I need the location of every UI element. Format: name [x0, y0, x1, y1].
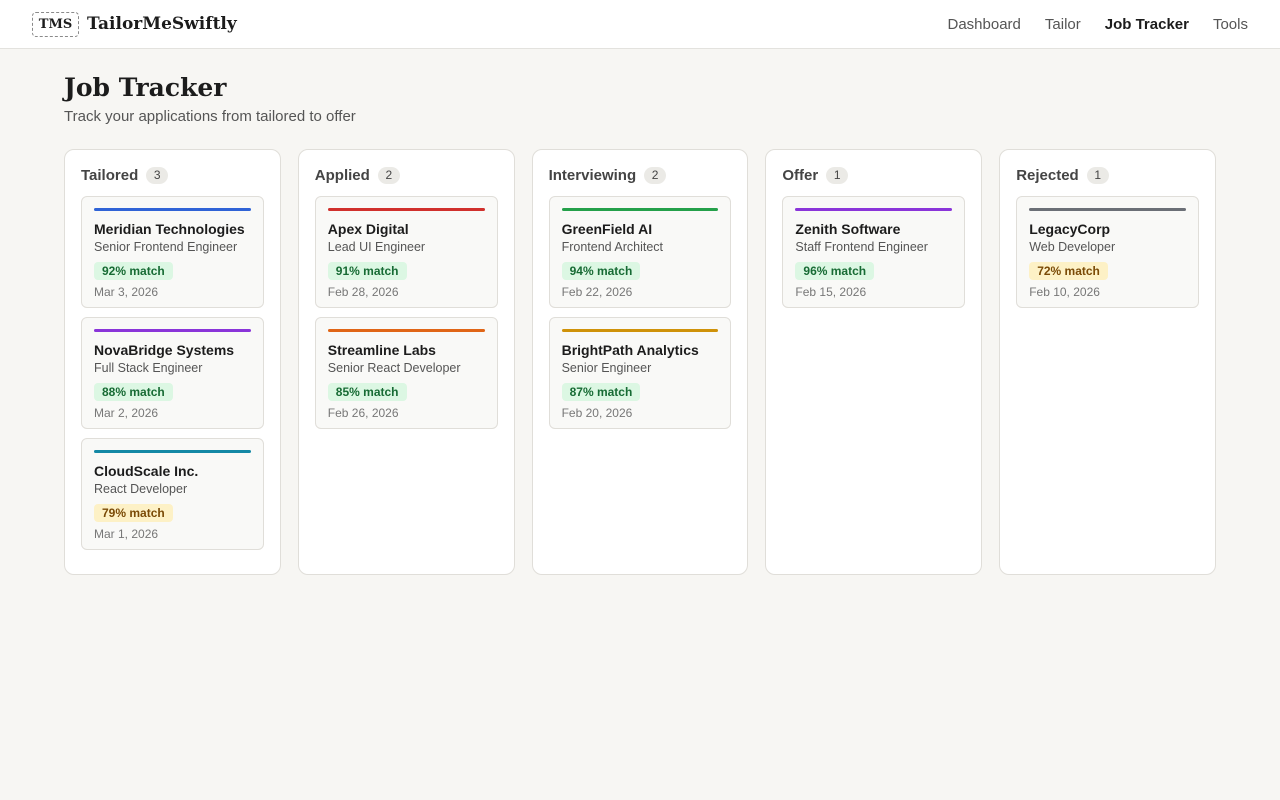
card-color-bar: [1029, 208, 1186, 211]
column-count-badge: 1: [1086, 166, 1109, 184]
brand-name: TailorMeSwiftly: [87, 14, 237, 34]
column-count-badge: 2: [644, 166, 667, 184]
nav-link-job-tracker[interactable]: Job Tracker: [1104, 15, 1189, 33]
card-color-bar: [327, 208, 485, 211]
page-subtitle: Track your applications from tailored to…: [64, 108, 356, 125]
job-card[interactable]: Zenith Software Staff Frontend Engineer 96…: [782, 196, 966, 308]
column-header: Offer 1: [782, 166, 965, 184]
match-badge: 94% match: [561, 262, 641, 280]
brand[interactable]: TMS TailorMeSwiftly: [32, 11, 237, 37]
column-tailored: Tailored 3 Meridian Technologies Senior Fro…: [64, 149, 281, 575]
card-company: Streamline Labs: [327, 342, 436, 358]
match-badge: 85% match: [327, 383, 407, 401]
card-role: Full Stack Engineer: [94, 361, 203, 375]
kanban-board: Tailored 3 Meridian Technologies Senior Fro…: [64, 149, 1216, 575]
match-badge: 87% match: [561, 383, 641, 401]
column-title: Rejected: [1016, 166, 1079, 184]
job-card[interactable]: Streamline Labs Senior React Developer 85%…: [314, 317, 498, 429]
column-interviewing: Interviewing 2 GreenField AI Frontend Archi…: [531, 149, 749, 575]
card-date: Feb 20, 2026: [561, 406, 633, 420]
column-offer: Offer 1 Zenith Software Staff Frontend Engi…: [765, 149, 983, 575]
card-role: Web Developer: [1029, 240, 1116, 254]
column-title: Interviewing: [548, 166, 637, 184]
card-date: Feb 26, 2026: [327, 406, 399, 420]
card-company: Apex Digital: [327, 221, 409, 237]
card-date: Mar 2, 2026: [94, 406, 159, 420]
card-date: Feb 22, 2026: [561, 285, 633, 299]
card-company: LegacyCorp: [1029, 221, 1111, 237]
card-color-bar: [94, 329, 251, 332]
column-applied: Applied 2 Apex Digital Lead UI Engineer 91% …: [297, 149, 515, 575]
top-navbar: TMS TailorMeSwiftly Dashboard Tailor Job…: [0, 0, 1280, 49]
main-nav: Dashboard Tailor Job Tracker Tools: [948, 16, 1249, 33]
card-color-bar: [561, 329, 719, 332]
card-company: GreenField AI: [561, 221, 653, 237]
logo: TMS: [32, 11, 79, 37]
column-header: Interviewing 2: [549, 166, 732, 184]
job-card[interactable]: NovaBridge Systems Full Stack Engineer 88%…: [81, 317, 264, 429]
card-color-bar: [327, 329, 485, 332]
card-role: Senior Frontend Engineer: [94, 240, 238, 254]
main-content: Job Tracker Track your applications from…: [0, 49, 1280, 575]
card-company: BrightPath Analytics: [561, 342, 699, 358]
match-badge: 96% match: [795, 262, 875, 280]
job-card[interactable]: Apex Digital Lead UI Engineer 91% match Feb…: [314, 196, 498, 308]
job-card[interactable]: BrightPath Analytics Senior Engineer 87% m…: [548, 317, 732, 429]
match-badge: 72% match: [1029, 262, 1108, 280]
card-role: Staff Frontend Engineer: [795, 240, 928, 254]
match-badge: 88% match: [94, 383, 173, 401]
card-date: Feb 28, 2026: [327, 285, 399, 299]
card-role: Senior React Developer: [327, 361, 461, 375]
column-header: Applied 2: [315, 166, 498, 184]
card-role: React Developer: [94, 482, 188, 496]
column-title: Offer: [782, 166, 819, 184]
column-count-badge: 2: [377, 166, 400, 184]
card-company: CloudScale Inc.: [94, 463, 199, 479]
column-header: Rejected 1: [1016, 166, 1199, 184]
card-role: Lead UI Engineer: [327, 240, 426, 254]
card-company: Meridian Technologies: [94, 221, 245, 237]
job-card[interactable]: LegacyCorp Web Developer 72% match Feb 10, …: [1016, 196, 1199, 308]
card-role: Senior Engineer: [561, 361, 652, 375]
card-date: Mar 3, 2026: [94, 285, 159, 299]
match-badge: 79% match: [94, 504, 173, 522]
match-badge: 92% match: [94, 262, 173, 280]
nav-link-tailor[interactable]: Tailor: [1044, 15, 1081, 33]
card-color-bar: [561, 208, 719, 211]
column-title: Applied: [314, 166, 370, 184]
column-count-badge: 1: [826, 166, 849, 184]
column-header: Tailored 3: [81, 166, 264, 184]
nav-link-dashboard[interactable]: Dashboard: [947, 15, 1021, 33]
page-title: Job Tracker: [64, 73, 227, 102]
column-title: Tailored: [81, 166, 139, 184]
match-badge: 91% match: [327, 262, 407, 280]
job-card[interactable]: GreenField AI Frontend Architect 94% match…: [548, 196, 732, 308]
card-company: Zenith Software: [795, 221, 901, 237]
card-role: Frontend Architect: [561, 240, 664, 254]
column-count-badge: 3: [146, 166, 169, 184]
column-rejected: Rejected 1 LegacyCorp Web Developer 72% matc…: [999, 149, 1216, 575]
card-color-bar: [94, 450, 251, 453]
card-company: NovaBridge Systems: [94, 342, 235, 358]
job-card[interactable]: CloudScale Inc. React Developer 79% match M…: [81, 438, 264, 550]
nav-link-tools[interactable]: Tools: [1212, 15, 1248, 33]
card-date: Feb 10, 2026: [1029, 285, 1100, 299]
card-color-bar: [795, 208, 953, 211]
job-card[interactable]: Meridian Technologies Senior Frontend Eng…: [81, 196, 264, 308]
card-date: Feb 15, 2026: [795, 285, 867, 299]
card-date: Mar 1, 2026: [94, 527, 159, 541]
card-color-bar: [94, 208, 251, 211]
